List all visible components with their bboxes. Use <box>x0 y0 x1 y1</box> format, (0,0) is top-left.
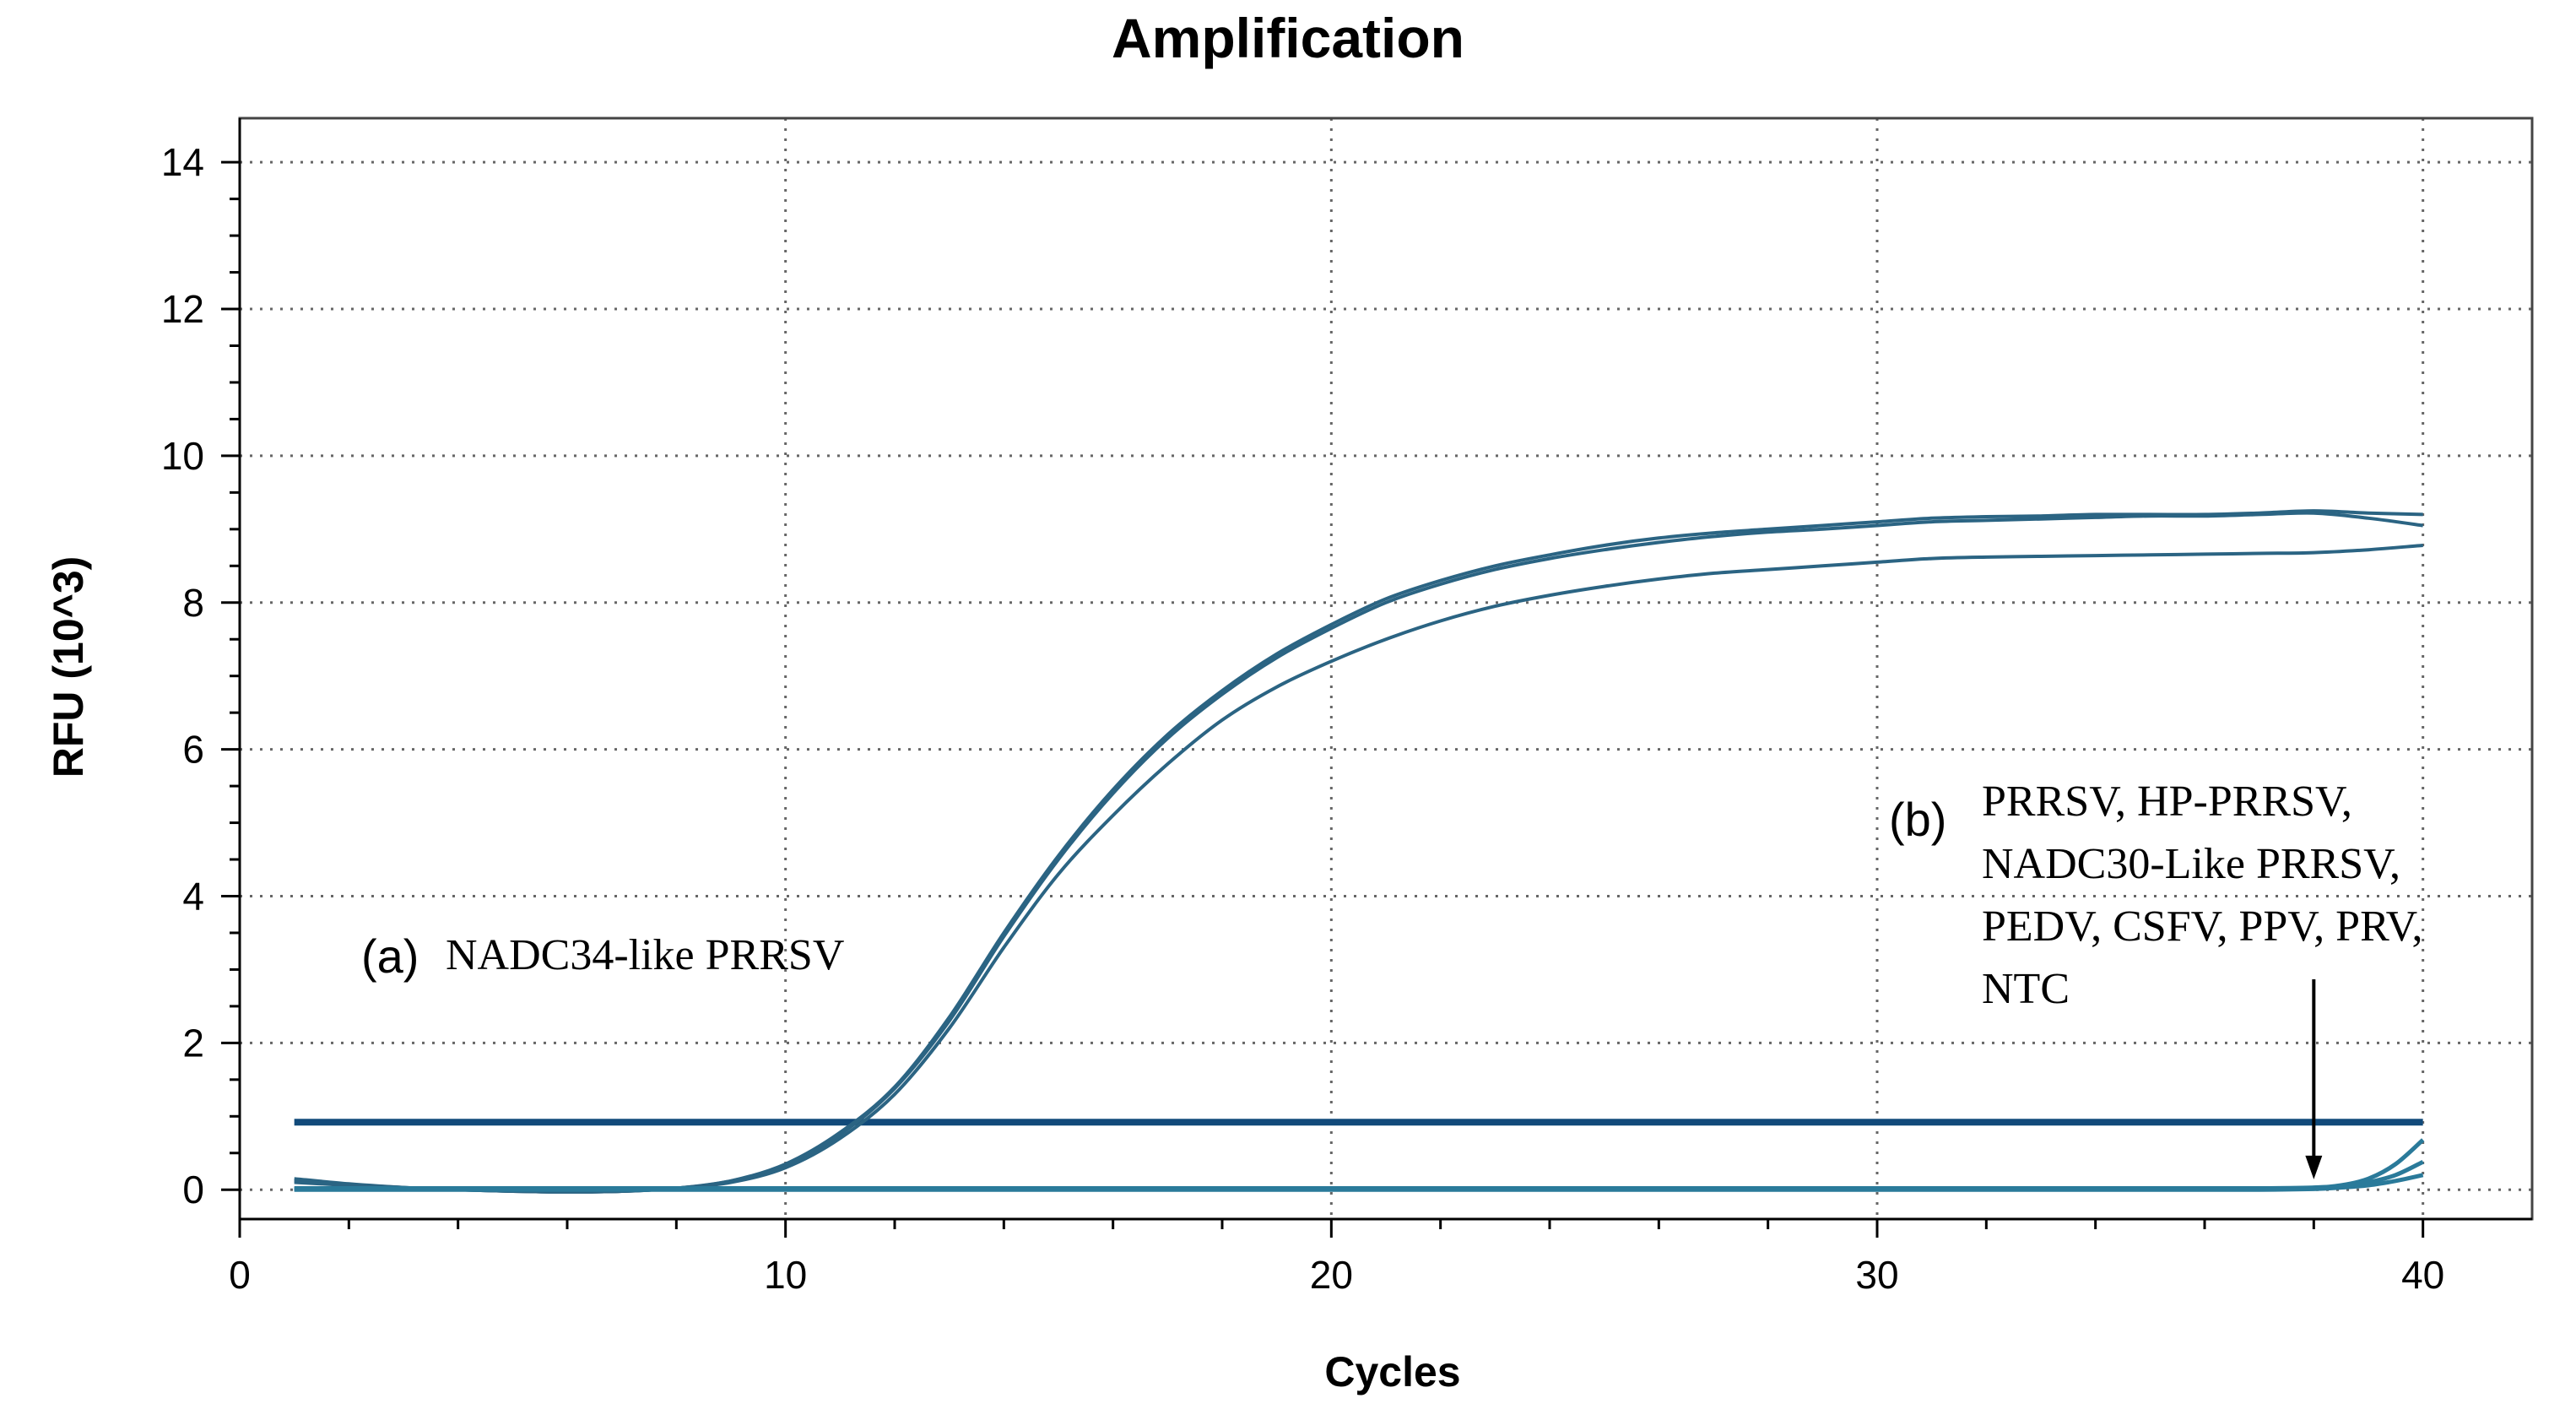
series-line-4 <box>294 1138 2425 1191</box>
y-tick-label-4: 4 <box>182 874 204 918</box>
axes <box>238 118 2532 1221</box>
y-tick-label-12: 12 <box>161 287 204 331</box>
x-tick-label-10: 10 <box>764 1253 807 1297</box>
series-line-6 <box>294 1173 2424 1192</box>
y-axis-ticks: 0 2 4 6 8 10 12 14 <box>161 140 240 1211</box>
x-tick-label-20: 20 <box>1310 1253 1353 1297</box>
plot-frame <box>238 117 2534 1221</box>
annotation-b-arrowhead <box>2305 1155 2323 1179</box>
annotation-b-line-3: PEDV, CSFV, PPV, PRV, <box>1982 902 2422 951</box>
grid-lines <box>240 118 2532 1219</box>
y-tick-label-14: 14 <box>161 140 204 184</box>
series-lines <box>294 509 2425 1194</box>
x-axis-ticks: 0 10 20 30 40 <box>229 1219 2444 1297</box>
y-tick-label-6: 6 <box>182 728 204 772</box>
y-tick-label-10: 10 <box>161 434 204 478</box>
chart-title: Amplification <box>1112 7 1464 69</box>
y-tick-label-0: 0 <box>182 1168 204 1211</box>
x-tick-label-40: 40 <box>2401 1253 2444 1297</box>
x-tick-label-30: 30 <box>1855 1253 1898 1297</box>
y-tick-label-2: 2 <box>182 1021 204 1065</box>
annotation-b-line-1: PRRSV, HP-PRRSV, <box>1982 778 2352 826</box>
y-tick-label-8: 8 <box>182 581 204 625</box>
annotation-b-line-4: NTC <box>1982 965 2070 1013</box>
annotation-b: (b) PRRSV, HP-PRRSV, NADC30-Like PRRSV, … <box>1889 778 2422 1179</box>
x-tick-label-0: 0 <box>229 1253 251 1297</box>
series-line-5 <box>294 1159 2424 1191</box>
y-axis-label: RFU (10^3) <box>45 556 92 778</box>
x-axis-label: Cycles <box>1324 1348 1460 1396</box>
annotation-b-line-2: NADC30-Like PRRSV, <box>1982 840 2400 888</box>
annotation-b-prefix: (b) <box>1889 793 1946 846</box>
annotation-a-prefix: (a) <box>361 930 419 983</box>
annotation-a-line: NADC34-like PRRSV <box>446 931 844 979</box>
annotation-a: (a) NADC34-like PRRSV <box>361 930 844 983</box>
